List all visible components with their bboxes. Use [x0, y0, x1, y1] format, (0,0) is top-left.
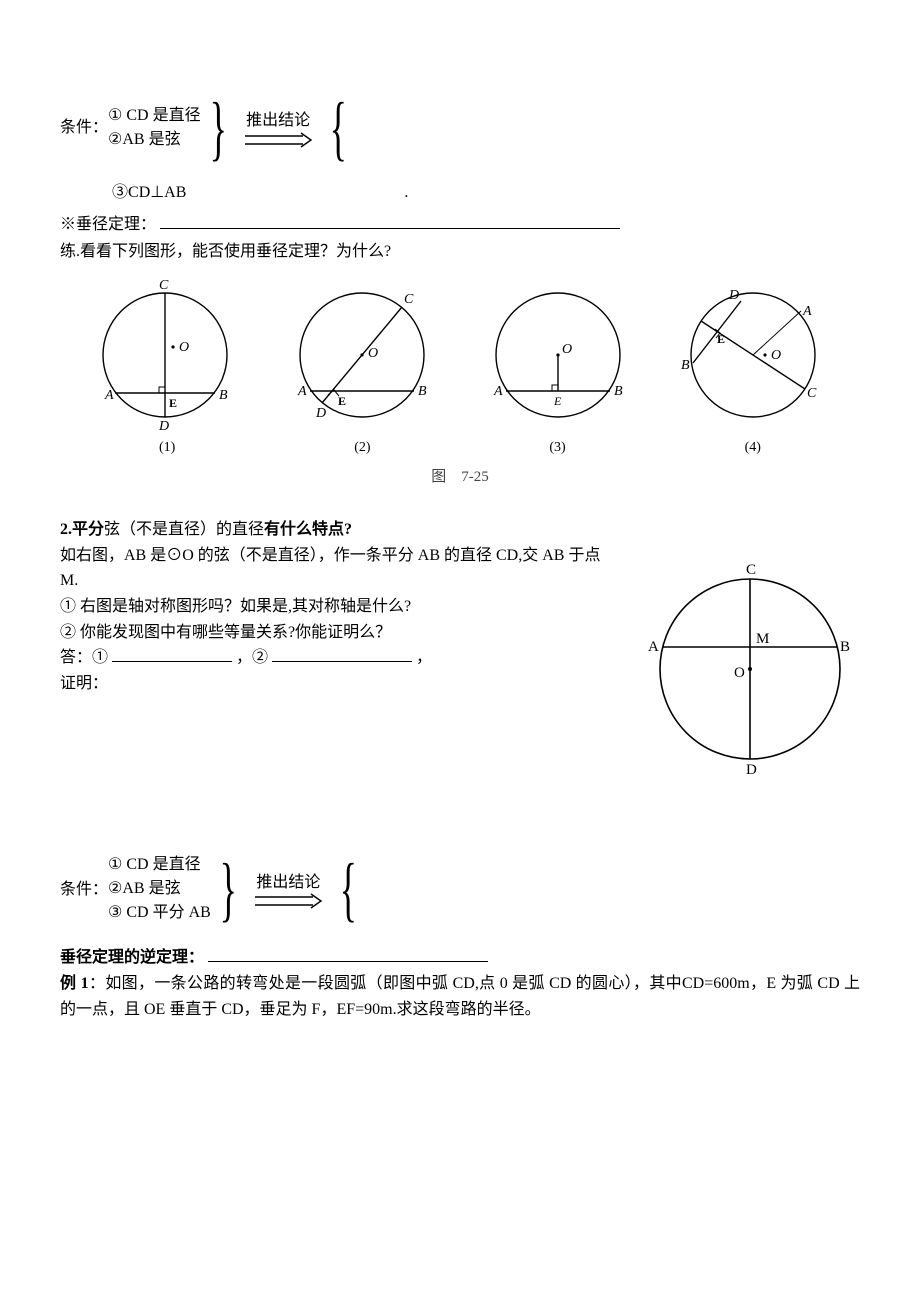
practice-line: 练.看看下列图形，能否使用垂径定理？为什么?: [60, 239, 860, 265]
ex1-label: 例 1: [60, 975, 89, 992]
svg-text:A: A: [493, 384, 503, 399]
arrow-2-label: 推出结论: [256, 870, 320, 896]
brace-right-1: {: [330, 92, 347, 164]
fig-4-num: (4): [745, 437, 761, 459]
ans-suffix: ，: [416, 649, 432, 666]
svg-text:A: A: [104, 388, 114, 403]
arrow-2: 推出结论: [253, 870, 323, 910]
theorem-1-label: ※垂径定理：: [60, 216, 156, 233]
blank-ans-2: [272, 645, 412, 662]
ex1-colon: ：: [89, 975, 106, 992]
cond1-2: ②AB 是弦: [108, 128, 201, 152]
svg-text:D: D: [746, 762, 757, 778]
cond2-1: ① CD 是直径: [108, 853, 211, 877]
svg-text:D: D: [728, 288, 739, 303]
theorem-2-line: 垂径定理的逆定理：: [60, 945, 860, 971]
svg-text:M: M: [756, 631, 769, 647]
svg-text:A: A: [802, 304, 812, 319]
brace-right-2: {: [340, 853, 357, 925]
svg-text:B: B: [614, 384, 623, 399]
sec2-bold-1: 2.平分: [60, 521, 104, 538]
cond1-1: ① CD 是直径: [108, 104, 201, 128]
cond2-3: ③ CD 平分 AB: [108, 901, 211, 925]
arrow-1: 推出结论: [243, 108, 313, 148]
brace-left-2: }: [219, 853, 236, 925]
section-2-body: 如右图，AB 是⊙O 的弦（不是直径），作一条平分 AB 的直径 CD,交 AB…: [60, 543, 860, 788]
fig-2-num: (2): [354, 437, 370, 459]
svg-text:E: E: [169, 396, 177, 410]
ans-prefix: 答：①: [60, 649, 108, 666]
blank-theorem-2: [208, 945, 488, 962]
sec2-mid: 弦（不是直径）的直径: [104, 521, 264, 538]
svg-text:D: D: [315, 406, 326, 421]
svg-text:C: C: [159, 278, 169, 293]
svg-text:C: C: [807, 386, 817, 401]
fig-4: O A B C D E (4): [673, 275, 833, 459]
sec2-q1: ① 右图是轴对称图形吗？如果是,其对称轴是什么?: [60, 594, 620, 620]
circle-diagram-OM: O C D A B M: [640, 549, 860, 788]
svg-text:B: B: [681, 358, 690, 373]
fig-3-num: (3): [549, 437, 565, 459]
svg-text:C: C: [404, 292, 414, 307]
figure-caption: 图 7-25: [60, 465, 860, 489]
svg-text:D: D: [158, 419, 169, 434]
blank-ans-1: [112, 645, 232, 662]
conditions-block-1: 条件： ① CD 是直径 ②AB 是弦 } 推出结论 { 条件： ③CD⊥AB …: [60, 86, 860, 206]
proof-label: 证明：: [60, 671, 620, 697]
svg-text:A: A: [297, 384, 307, 399]
ans-mid: ，②: [236, 649, 268, 666]
svg-text:B: B: [418, 384, 427, 399]
svg-text:O: O: [562, 342, 572, 357]
brace-left-1: }: [209, 92, 226, 164]
conditions-block-2: 条件： ① CD 是直径 ②AB 是弦 ③ CD 平分 AB } 推出结论 {: [60, 853, 860, 925]
figure-row: O C D A B E (1) O C D A B E (2): [60, 275, 860, 459]
svg-text:O: O: [734, 665, 745, 681]
theorem-2-label: 垂径定理的逆定理：: [60, 949, 204, 966]
sec2-answer-line: 答：① ，② ，: [60, 645, 620, 671]
example-1: 例 1：如图，一条公路的转弯处是一段圆弧（即图中弧 CD,点 0 是弧 CD 的…: [60, 971, 860, 1022]
fig-2: O C D A B E (2): [282, 275, 442, 459]
sec2-q2: ② 你能发现图中有哪些等量关系?你能证明么？: [60, 620, 620, 646]
fig-1-num: (1): [159, 437, 175, 459]
sec2-line1: 如右图，AB 是⊙O 的弦（不是直径），作一条平分 AB 的直径 CD,交 AB…: [60, 543, 620, 594]
svg-text:C: C: [746, 562, 756, 578]
cond1-3: ③CD⊥AB: [112, 184, 186, 201]
sec2-bold-2: 有什么特点?: [264, 521, 352, 538]
svg-text:B: B: [219, 388, 228, 403]
svg-text:E: E: [338, 394, 346, 408]
section-2-title: 2.平分弦（不是直径）的直径有什么特点?: [60, 517, 860, 543]
cond2-prefix: 条件：: [60, 877, 108, 903]
svg-text:E: E: [553, 394, 562, 408]
ex1-text: 如图，一条公路的转弯处是一段圆弧（即图中弧 CD,点 0 是弧 CD 的圆心），…: [60, 975, 860, 1018]
svg-text:O: O: [179, 340, 189, 355]
svg-text:O: O: [368, 346, 378, 361]
svg-text:O: O: [771, 348, 781, 363]
blank-theorem-1: [160, 212, 620, 229]
cond2-2: ②AB 是弦: [108, 877, 211, 901]
theorem-1-line: ※垂径定理：: [60, 212, 860, 238]
fig-1: O C D A B E (1): [87, 275, 247, 459]
svg-text:E: E: [717, 332, 725, 346]
fig-3: O A B E (3): [478, 275, 638, 459]
cond-prefix: 条件：: [60, 115, 108, 141]
svg-text:A: A: [648, 639, 659, 655]
svg-text:B: B: [840, 639, 850, 655]
arrow-1-label: 推出结论: [246, 108, 310, 134]
period: .: [404, 184, 408, 201]
